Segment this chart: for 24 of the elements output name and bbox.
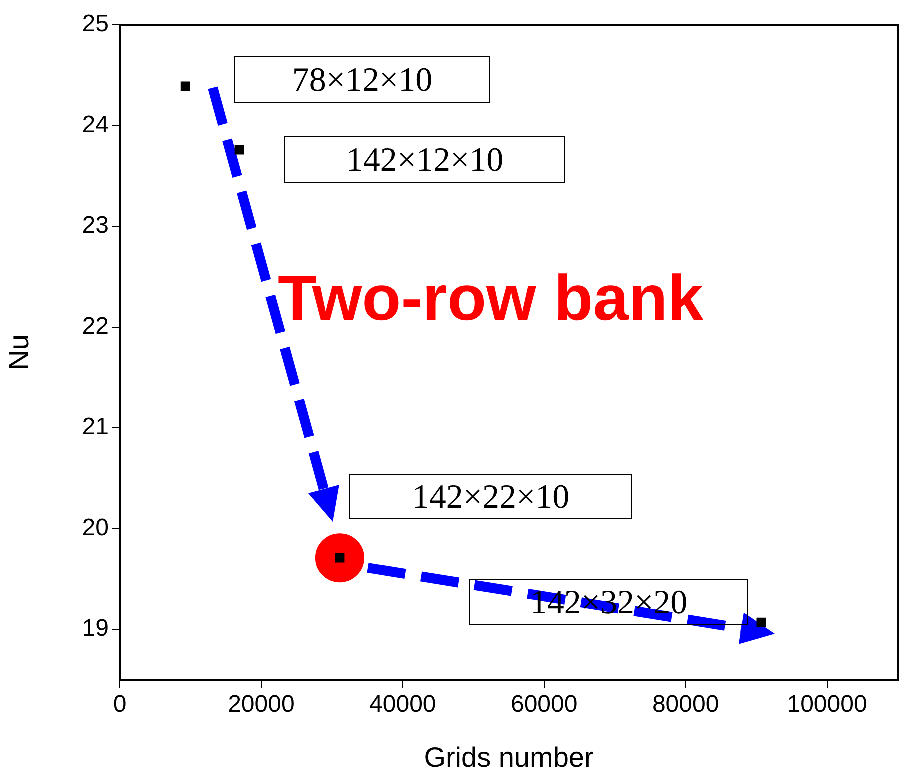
x-tick-label: 80000 [652, 691, 720, 718]
y-tick-label: 19 [82, 615, 109, 642]
y-tick-label: 23 [82, 212, 109, 240]
x-tick-label: 0 [113, 691, 127, 718]
annotation: 142×22×10 [412, 478, 570, 516]
annotation: 78×12×10 [292, 62, 433, 99]
y-tick-label: 21 [82, 414, 109, 441]
y-tick-label: 25 [82, 10, 109, 38]
y-tick-label: 22 [82, 312, 109, 340]
point [234, 145, 244, 155]
point [335, 553, 345, 563]
annotation: Two-row bank [278, 262, 704, 334]
point [180, 82, 190, 92]
x-axis-title: Grids number [424, 742, 594, 773]
y-axis-title: Nu [4, 334, 35, 370]
x-tick-label: 40000 [370, 691, 436, 718]
point [756, 618, 766, 628]
annotation: 142×12×10 [346, 142, 504, 179]
x-tick-label: 20000 [228, 691, 295, 718]
x-tick-label: 60000 [510, 691, 578, 718]
point [315, 534, 364, 583]
y-tick-label: 20 [82, 514, 109, 542]
x-tick-label: 100000 [787, 691, 868, 718]
y-tick-label: 24 [82, 111, 109, 138]
